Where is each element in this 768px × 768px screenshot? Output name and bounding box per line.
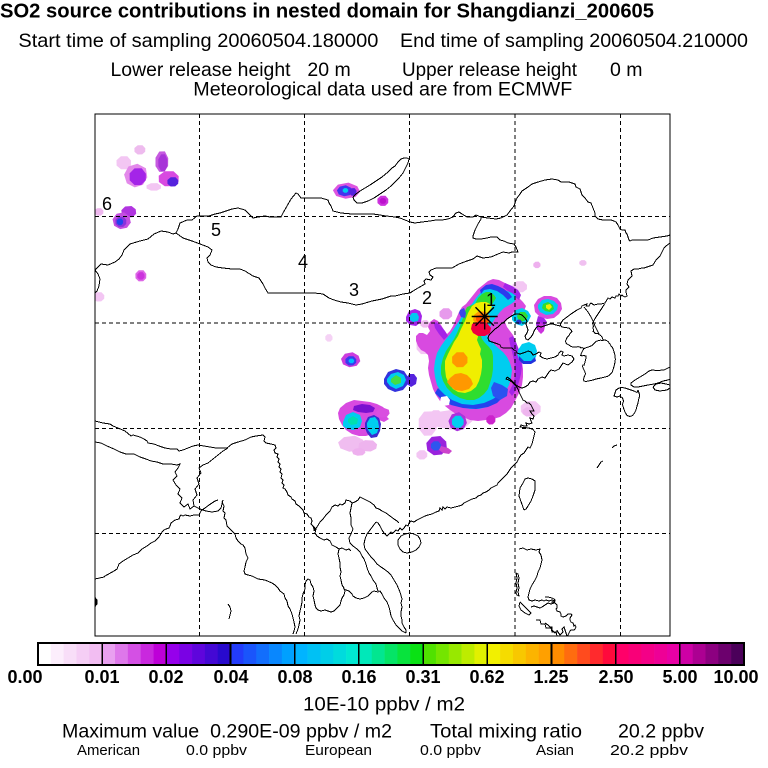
svg-text:5: 5 (211, 220, 221, 240)
svg-text:4: 4 (298, 252, 308, 272)
svg-text:0 m: 0 m (610, 59, 643, 81)
svg-text:0.00: 0.00 (7, 667, 42, 687)
svg-text:0.31: 0.31 (405, 667, 440, 687)
svg-text:Start time of sampling 2006050: Start time of sampling 20060504.180000 (18, 30, 378, 52)
svg-text:Lower release height: Lower release height (111, 59, 292, 81)
svg-text:20.2 ppbv: 20.2 ppbv (610, 742, 689, 759)
svg-text:0.16: 0.16 (341, 667, 376, 687)
svg-text:SO2 source contributions in ne: SO2 source contributions in nested domai… (0, 1, 654, 23)
svg-text:End time of sampling 20060504.: End time of sampling 20060504.210000 (400, 30, 748, 52)
svg-text:20.2 ppbv: 20.2 ppbv (618, 721, 704, 743)
svg-text:Asian: Asian (536, 742, 574, 759)
svg-text:Meteorological data used are f: Meteorological data used are from ECMWF (193, 79, 572, 101)
svg-text:Upper release height: Upper release height (402, 59, 578, 81)
svg-text:European: European (305, 742, 372, 759)
svg-text:2: 2 (422, 288, 432, 308)
svg-text:Total mixing ratio: Total mixing ratio (430, 721, 582, 743)
svg-text:5.00: 5.00 (662, 667, 697, 687)
svg-text:20 m: 20 m (307, 59, 350, 81)
svg-text:10E-10 ppbv / m2: 10E-10 ppbv / m2 (303, 694, 465, 716)
svg-text:2.50: 2.50 (598, 667, 633, 687)
svg-text:0.0 ppbv: 0.0 ppbv (420, 742, 482, 759)
svg-text:6: 6 (102, 194, 112, 214)
svg-text:1.25: 1.25 (533, 667, 568, 687)
svg-text:0.01: 0.01 (84, 667, 119, 687)
svg-text:Maximum value 0.290E-09 ppbv: Maximum value 0.290E-09 ppbv / m2 (62, 721, 392, 743)
svg-text:0.62: 0.62 (469, 667, 504, 687)
svg-text:0.02: 0.02 (148, 667, 183, 687)
svg-text:American: American (77, 742, 140, 759)
svg-text:10.00: 10.00 (713, 667, 758, 687)
svg-text:0.04: 0.04 (213, 667, 248, 687)
svg-text:0.0 ppbv: 0.0 ppbv (186, 742, 248, 759)
svg-text:1: 1 (486, 290, 496, 310)
svg-text:3: 3 (349, 280, 359, 300)
svg-text:0.08: 0.08 (277, 667, 312, 687)
